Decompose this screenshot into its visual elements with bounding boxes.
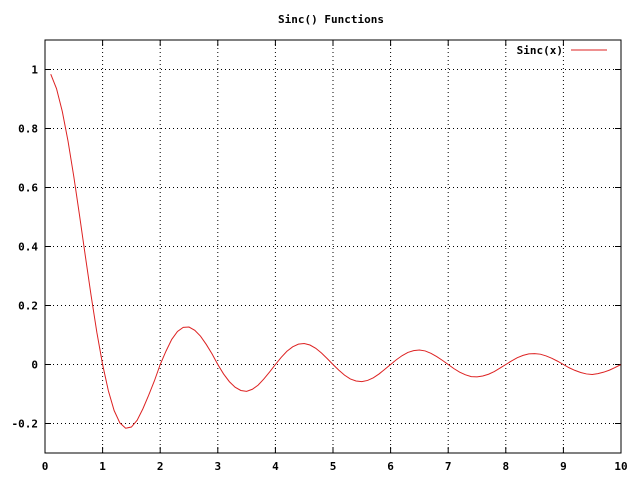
plot-frame bbox=[44, 39, 622, 454]
x-tick-label: 10 bbox=[614, 460, 627, 473]
y-tick-label: 0.2 bbox=[18, 300, 38, 313]
y-tick-label: -0.2 bbox=[12, 418, 39, 431]
y-tick-label: 0 bbox=[31, 359, 38, 372]
legend: Sinc(x) bbox=[517, 44, 607, 57]
legend-label-sinc: Sinc(x) bbox=[517, 44, 563, 57]
x-tick-label: 6 bbox=[387, 460, 394, 473]
y-tick-label: 1 bbox=[31, 64, 38, 77]
x-tick-label: 0 bbox=[42, 460, 49, 473]
x-tick-label: 5 bbox=[330, 460, 337, 473]
x-tick-label: 4 bbox=[272, 460, 279, 473]
chart-title: Sinc() Functions bbox=[278, 13, 384, 26]
series-layer bbox=[50, 74, 622, 429]
y-tick-label: 0.4 bbox=[18, 241, 38, 254]
x-tick-label: 7 bbox=[445, 460, 452, 473]
y-tick-label: 0.6 bbox=[18, 182, 38, 195]
grid-lines bbox=[45, 40, 621, 453]
x-tick-label: 9 bbox=[560, 460, 567, 473]
x-tick-label: 1 bbox=[99, 460, 106, 473]
series-line-sinc bbox=[50, 74, 622, 429]
tick-labels: 0 1 2 3 4 5 6 7 8 9 10 -0.2 0 0.2 0.4 0.6 0.8 1 bbox=[12, 64, 628, 474]
x-tick-label: 8 bbox=[502, 460, 509, 473]
y-tick-label: 0.8 bbox=[18, 123, 38, 136]
x-tick-label: 2 bbox=[157, 460, 164, 473]
x-tick-label: 3 bbox=[214, 460, 221, 473]
